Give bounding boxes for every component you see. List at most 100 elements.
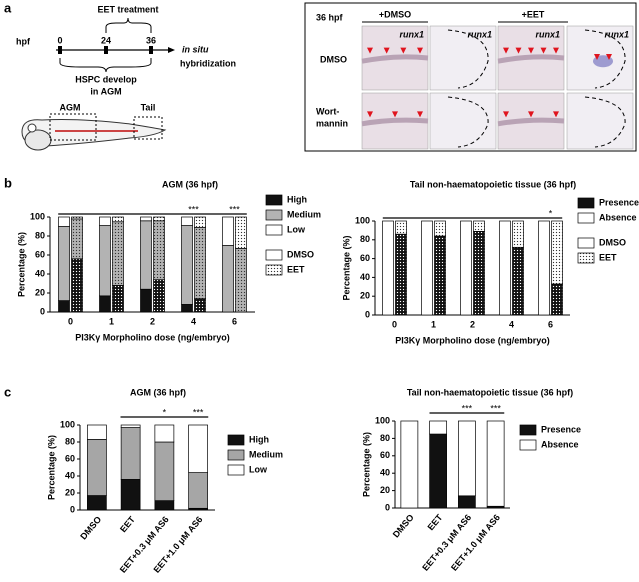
marker-arrowhead [503, 47, 509, 54]
y-tick-label: 100 [355, 215, 370, 225]
marker-arrowhead [503, 111, 509, 118]
y-tick-label: 0 [70, 504, 75, 514]
legend-label: Medium [287, 209, 321, 219]
panel-label: a [4, 0, 12, 15]
legend-label: Presence [599, 197, 639, 207]
x-tick-label: DMSO [391, 512, 416, 539]
y-axis-title: Percentage (%) [16, 232, 26, 297]
bar-segment [87, 439, 107, 496]
y-tick-label: 0 [40, 306, 45, 316]
legend-swatch [265, 194, 283, 206]
chart-title: AGM (36 hpf) [130, 387, 186, 397]
legend-swatch [577, 212, 595, 224]
x-tick-label: DMSO [78, 514, 103, 541]
bar-segment [421, 220, 433, 316]
chart-title: Tail non-haematopoietic tissue (36 hpf) [410, 179, 576, 189]
x-axis-title: PI3Kγ Morpholino dose (ng/embryo) [75, 332, 230, 342]
develop-bracket [59, 58, 152, 73]
micrograph [429, 25, 497, 91]
bar-segment [153, 279, 165, 313]
marker-arrowhead [553, 111, 559, 118]
bar-segment [153, 220, 165, 281]
x-tick-label: 0 [68, 316, 73, 326]
tissue-band [361, 54, 429, 64]
bar-segment [235, 216, 247, 249]
bar-segment [58, 226, 70, 301]
bar-segment [473, 220, 485, 232]
marker-arrowhead [515, 47, 522, 54]
chart-title: AGM (36 hpf) [162, 179, 218, 189]
image-grid: 36 hpf +DMSO +EET DMSO Wort- mannin [304, 2, 637, 152]
legend-swatch [265, 209, 283, 221]
y-tick-label: 0 [385, 502, 390, 512]
column-label: +DMSO [379, 9, 411, 19]
marker-arrowhead [528, 111, 534, 118]
bar-segment [99, 225, 111, 297]
y-tick-label: 80 [360, 234, 370, 244]
bar-segment [71, 258, 83, 313]
bar-segment [87, 495, 107, 511]
legend-swatch [227, 464, 245, 476]
y-tick-label: 20 [360, 291, 370, 301]
legend-label: Low [287, 224, 306, 234]
legend-swatch [227, 449, 245, 461]
develop-label: HSPC develop [75, 74, 137, 84]
timepoint-marker [58, 46, 62, 54]
x-tick-label: 6 [548, 319, 553, 329]
tail-outline [584, 29, 626, 89]
significance-label: *** [462, 403, 473, 413]
bar-segment [434, 220, 446, 237]
bar-segment [395, 233, 407, 316]
bar-segment [458, 420, 476, 497]
y-tick-label: 80 [380, 433, 390, 443]
legend-swatch [265, 249, 283, 261]
tissue-band [361, 117, 429, 127]
bar-segment [71, 218, 83, 260]
legend-swatch [577, 252, 595, 264]
bar-segment [181, 225, 193, 305]
bar-segment [140, 220, 152, 290]
y-axis-title: Percentage (%) [361, 432, 371, 497]
y-tick-label: 100 [60, 419, 75, 429]
bar-segment [382, 220, 394, 316]
bar-segment [194, 216, 206, 228]
marker-arrowhead [417, 47, 423, 54]
marker-arrowhead [400, 47, 407, 54]
bar-segment [99, 216, 111, 226]
legend-swatch [519, 439, 537, 451]
bar-segment [153, 216, 165, 222]
marker-arrowhead [367, 111, 373, 118]
bar-segment [194, 298, 206, 313]
legend-label: Absence [599, 212, 637, 222]
legend-label: EET [599, 252, 617, 262]
y-axis-title: Percentage (%) [46, 435, 56, 500]
stain-label: runx1 [604, 29, 629, 39]
develop-label: in AGM [90, 86, 121, 96]
treatment-bracket [105, 17, 152, 33]
legend-label: Medium [249, 449, 283, 459]
legend-swatch [227, 434, 245, 446]
row-label: DMSO [320, 54, 347, 64]
bar-segment [235, 248, 247, 313]
legend-swatch [577, 237, 595, 249]
method-label: hybridization [180, 58, 236, 68]
y-tick-label: 80 [35, 230, 45, 240]
significance-label: *** [490, 403, 501, 413]
y-tick-label: 60 [65, 453, 75, 463]
marker-arrowhead [553, 47, 559, 54]
method-label: in situ [182, 44, 209, 54]
y-tick-label: 40 [380, 468, 390, 478]
row-label: Wort- [316, 106, 339, 116]
x-tick-label: 1 [431, 319, 436, 329]
bar-segment [512, 246, 524, 316]
bar-segment [512, 220, 524, 248]
bar-segment [112, 216, 124, 223]
legend-label: High [287, 194, 307, 204]
bar-segment [429, 420, 447, 435]
x-tick-label: 1 [109, 316, 114, 326]
bar-segment [499, 220, 511, 316]
bar-segment [154, 441, 175, 502]
timeline-unit: hpf [16, 36, 31, 46]
significance-label: *** [188, 204, 199, 214]
